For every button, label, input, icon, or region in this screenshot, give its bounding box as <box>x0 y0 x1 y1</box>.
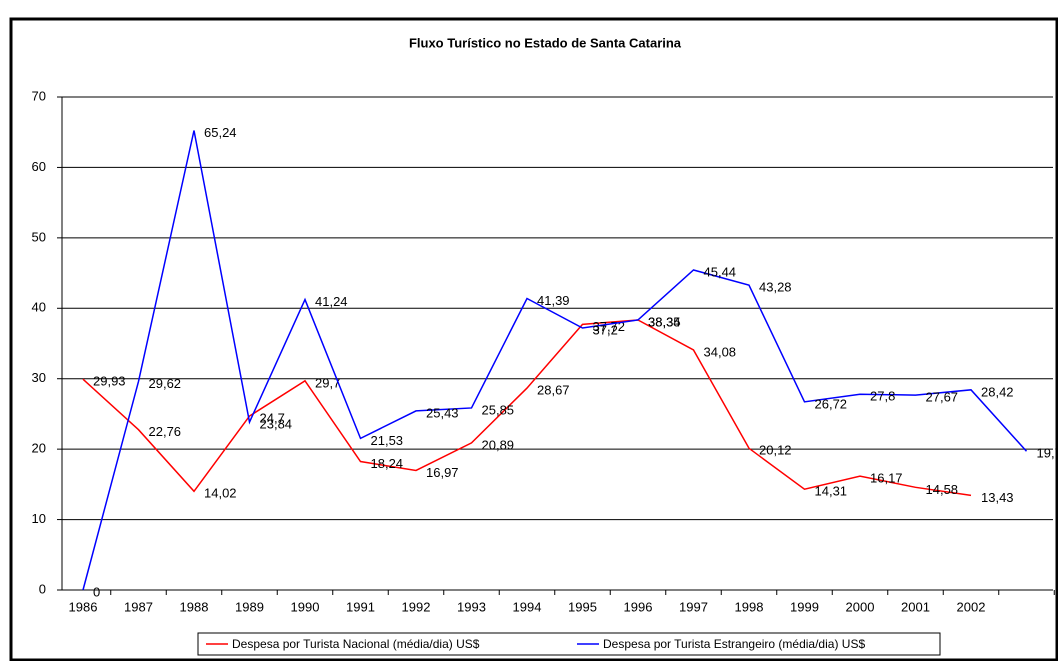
x-tick-label: 1999 <box>790 599 819 614</box>
data-label: 25,43 <box>426 405 459 420</box>
data-label: 22,76 <box>149 424 182 439</box>
x-tick-label: 2000 <box>846 599 875 614</box>
data-label: 14,58 <box>926 482 959 497</box>
data-label: 20,12 <box>759 443 792 458</box>
x-tick-label: 1989 <box>235 599 264 614</box>
y-tick-label: 70 <box>32 88 46 103</box>
x-tick-label: 1993 <box>457 599 486 614</box>
x-tick-label: 2001 <box>901 599 930 614</box>
x-tick-label: 1987 <box>124 599 153 614</box>
data-label: 37,2 <box>593 322 618 337</box>
data-label: 20,89 <box>482 437 515 452</box>
data-label: 14,31 <box>815 484 848 499</box>
data-label: 41,39 <box>537 293 570 308</box>
data-label: 26,72 <box>815 396 848 411</box>
x-tick-label: 1995 <box>568 599 597 614</box>
x-tick-label: 1990 <box>291 599 320 614</box>
x-tick-label: 1992 <box>402 599 431 614</box>
data-label: 28,67 <box>537 383 570 398</box>
y-tick-label: 30 <box>32 370 46 385</box>
data-label: 65,24 <box>204 125 237 140</box>
x-tick-label: 1997 <box>679 599 708 614</box>
data-label: 34,08 <box>704 344 737 359</box>
y-tick-label: 50 <box>32 229 46 244</box>
data-label: 14,02 <box>204 486 237 501</box>
data-label: 19,7 <box>1037 446 1058 461</box>
y-tick-label: 10 <box>32 511 46 526</box>
x-tick-label: 1996 <box>624 599 653 614</box>
data-label: 29,62 <box>149 376 182 391</box>
data-label: 21,53 <box>371 433 404 448</box>
chart-frame <box>11 19 1057 660</box>
y-tick-label: 0 <box>39 581 46 596</box>
chart-title: Fluxo Turístico no Estado de Santa Catar… <box>409 35 682 50</box>
x-tick-label: 1994 <box>513 599 542 614</box>
y-tick-label: 60 <box>32 159 46 174</box>
legend-label: Despesa por Turista Nacional (média/dia)… <box>232 637 480 651</box>
data-label: 23,84 <box>260 417 293 432</box>
x-tick-label: 1986 <box>69 599 98 614</box>
data-label: 38,35 <box>648 314 681 329</box>
data-label: 27,8 <box>870 389 895 404</box>
data-label: 45,44 <box>704 264 737 279</box>
data-label: 27,67 <box>926 390 959 405</box>
x-tick-label: 1988 <box>180 599 209 614</box>
y-tick-label: 40 <box>32 300 46 315</box>
data-label: 43,28 <box>759 280 792 295</box>
data-label: 41,24 <box>315 294 348 309</box>
data-label: 28,42 <box>981 384 1014 399</box>
data-label: 29,93 <box>93 374 126 389</box>
data-label: 18,24 <box>371 456 404 471</box>
data-label: 16,17 <box>870 471 903 486</box>
legend-label: Despesa por Turista Estrangeiro (média/d… <box>603 637 865 651</box>
y-tick-label: 20 <box>32 441 46 456</box>
data-label: 16,97 <box>426 465 459 480</box>
x-tick-label: 2002 <box>957 599 986 614</box>
data-label: 13,43 <box>981 490 1014 505</box>
x-tick-label: 1991 <box>346 599 375 614</box>
data-label: 0 <box>93 584 100 599</box>
x-tick-label: 1998 <box>735 599 764 614</box>
data-label: 25,85 <box>482 402 515 417</box>
